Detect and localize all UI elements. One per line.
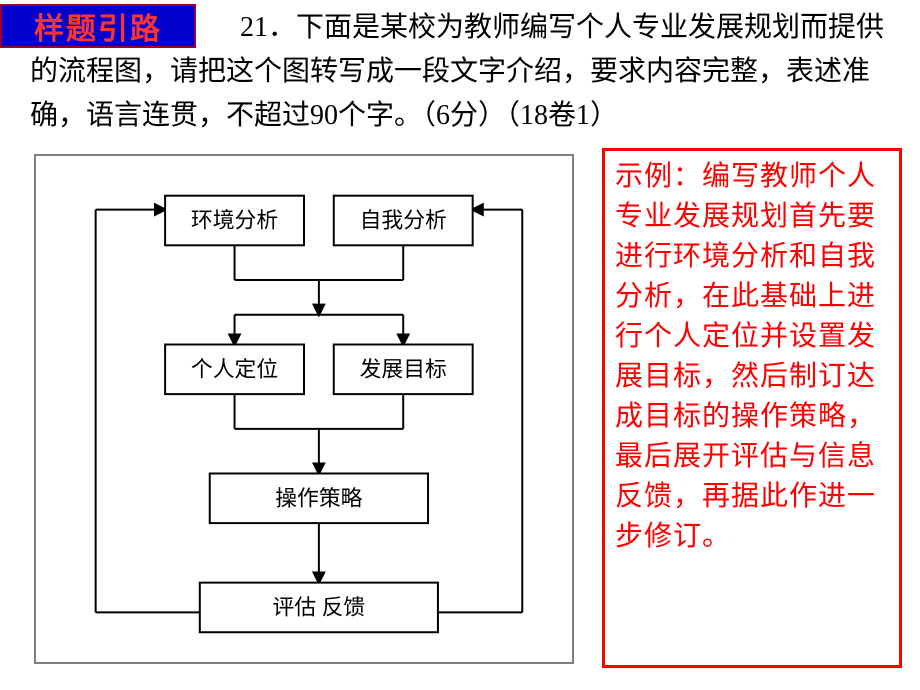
page-root: 样题引路 21．下面是某校为教师编写个人专业发展规划而提供的流程图，请把这个图转… <box>0 0 920 690</box>
example-text: 示例：编写教师个人专业发展规划首先要进行环境分析和自我分析，在此基础上进行个人定… <box>615 161 876 552</box>
question-text: 21．下面是某校为教师编写个人专业发展规划而提供的流程图，请把这个图转写成一段文… <box>30 6 900 138</box>
svg-text:评估 反馈: 评估 反馈 <box>273 595 366 619</box>
svg-text:发展目标: 发展目标 <box>360 357 447 381</box>
flowchart-svg: 环境分析 自我分析个人定位 发展目标操作策略评估 反馈 <box>36 156 572 662</box>
svg-text:自我分析: 自我分析 <box>360 208 447 232</box>
flowchart-container: 环境分析 自我分析个人定位 发展目标操作策略评估 反馈 <box>34 154 574 664</box>
svg-text:环境分析: 环境分析 <box>191 208 278 232</box>
example-box: 示例：编写教师个人专业发展规划首先要进行环境分析和自我分析，在此基础上进行个人定… <box>602 148 902 668</box>
svg-text:操作策略: 操作策略 <box>275 486 362 510</box>
svg-text:个人定位: 个人定位 <box>191 357 278 381</box>
